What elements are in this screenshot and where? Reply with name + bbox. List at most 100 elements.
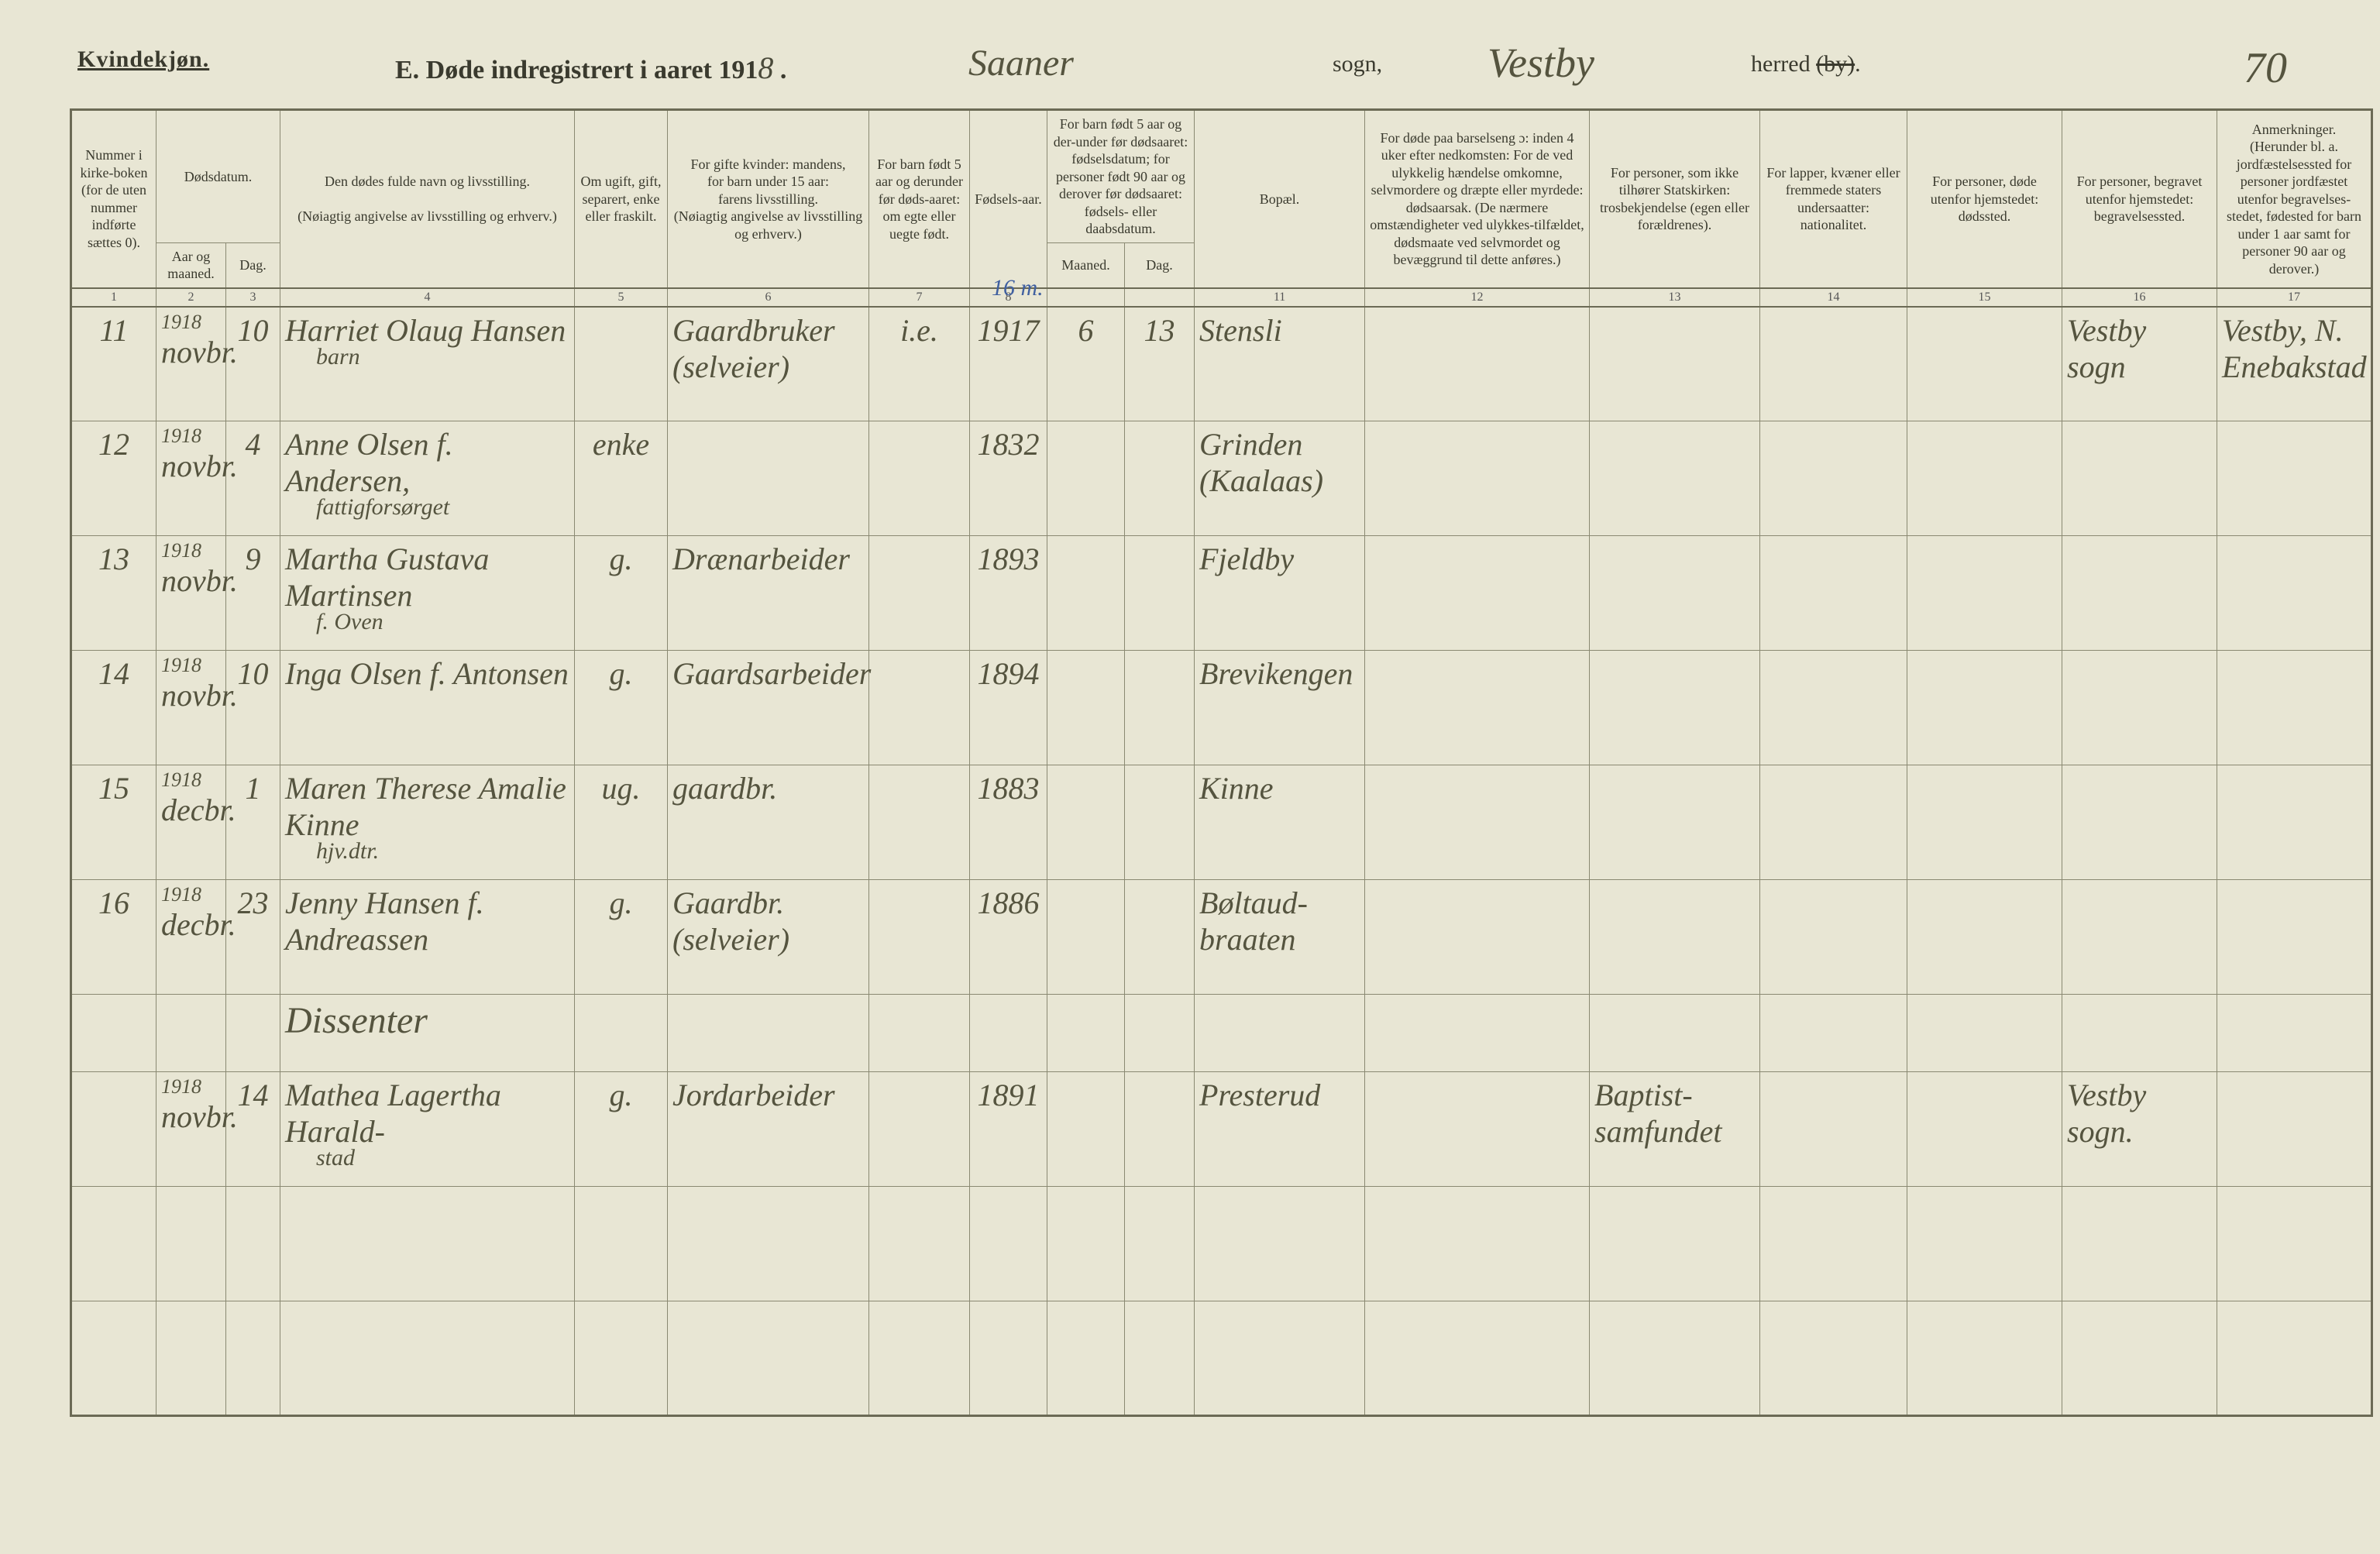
col-7-head: For barn født 5 aar og derunder før døds… — [869, 110, 970, 288]
cell: Gaardsarbeider — [668, 651, 869, 765]
column-blue-note: 16 m. — [992, 275, 1044, 301]
section-label: Dissenter — [280, 995, 575, 1072]
cell — [2217, 651, 2372, 765]
cell — [1907, 307, 2062, 421]
cell — [156, 1301, 226, 1416]
cell: 11 — [71, 307, 156, 421]
cell: 15 — [71, 765, 156, 880]
cell: 12 — [71, 421, 156, 536]
cell: Grinden (Kaalaas) — [1195, 421, 1365, 536]
cell: 1917 — [970, 307, 1047, 421]
cell — [869, 1072, 970, 1187]
cell: Vestby sogn. — [2062, 1072, 2217, 1187]
column-number: 4 — [280, 288, 575, 307]
cell — [869, 765, 970, 880]
cell: Fjeldby — [1195, 536, 1365, 651]
gender-heading: Kvindekjøn. — [77, 46, 209, 73]
cell: Vestby sogn — [2062, 307, 2217, 421]
cell — [1760, 536, 1907, 651]
col-4b: (Nøiagtig angivelse av livsstilling og e… — [298, 208, 557, 224]
table-row: 121918novbr.4Anne Olsen f. Andersen,fatt… — [71, 421, 2372, 536]
herred-value: Vestby — [1488, 39, 1594, 87]
col-2b: Dag. — [226, 242, 280, 288]
cell — [1047, 880, 1125, 995]
cell: 1893 — [970, 536, 1047, 651]
cell — [2062, 880, 2217, 995]
column-number: 2 — [156, 288, 226, 307]
cell — [1907, 1301, 2062, 1416]
cell — [2062, 765, 2217, 880]
cell — [71, 1072, 156, 1187]
col-9-top: For barn født 5 aar og der-under før død… — [1047, 110, 1195, 243]
cell: Jenny Hansen f. Andreassen — [280, 880, 575, 995]
cell — [2062, 995, 2217, 1072]
cell — [1365, 421, 1590, 536]
cell — [869, 651, 970, 765]
cell — [1907, 995, 2062, 1072]
table-head: Nummer i kirke-boken (for de uten nummer… — [71, 110, 2372, 288]
col-17-head: Anmerkninger. (Herunder bl. a. jordfæste… — [2217, 110, 2372, 288]
table-row: 141918novbr.10Inga Olsen f. Antonseng.Ga… — [71, 651, 2372, 765]
cell — [668, 421, 869, 536]
col-16-head: For personer, begravet utenfor hjemstede… — [2062, 110, 2217, 288]
cell — [1590, 421, 1760, 536]
cell — [1590, 1187, 1760, 1301]
cell: 1918novbr. — [156, 536, 226, 651]
col-2a: Aar og maaned. — [156, 242, 226, 288]
page-header: Kvindekjøn. E. Døde indregistrert i aare… — [70, 46, 2310, 101]
cell: 1918novbr. — [156, 421, 226, 536]
cell: 16 — [71, 880, 156, 995]
cell — [1590, 307, 1760, 421]
cell: Brevikengen — [1195, 651, 1365, 765]
cell — [1047, 1072, 1125, 1187]
death-register-table: Nummer i kirke-boken (for de uten nummer… — [70, 108, 2373, 1417]
cell — [71, 995, 156, 1072]
cell — [869, 880, 970, 995]
cell — [1760, 1301, 1907, 1416]
cell — [1365, 880, 1590, 995]
column-number: 7 — [869, 288, 970, 307]
cell — [1760, 995, 1907, 1072]
cell — [668, 1301, 869, 1416]
cell — [226, 995, 280, 1072]
cell — [1760, 1072, 1907, 1187]
col-5-head: Om ugift, gift, separert, enke eller fra… — [575, 110, 668, 288]
column-number: 13 — [1590, 288, 1760, 307]
cell: 1891 — [970, 1072, 1047, 1187]
cell — [869, 1187, 970, 1301]
cell: 1918novbr. — [156, 1072, 226, 1187]
cell — [1125, 880, 1195, 995]
cell: Jordarbeider — [668, 1072, 869, 1187]
cell — [1760, 765, 1907, 880]
cell: ug. — [575, 765, 668, 880]
cell: Martha Gustava Martinsenf. Oven — [280, 536, 575, 651]
cell — [280, 1301, 575, 1416]
cell: Bøltaud-braaten — [1195, 880, 1365, 995]
herred-label-pre: herred — [1751, 51, 1816, 77]
column-number: 1 — [71, 288, 156, 307]
col-6b: for barn under 15 aar: — [707, 174, 829, 189]
cell — [1125, 536, 1195, 651]
cell: Drænarbeider — [668, 536, 869, 651]
cell: 1918novbr. — [156, 307, 226, 421]
page-title: E. Døde indregistrert i aaret 1918 . — [395, 50, 786, 86]
cell: Stensli — [1195, 307, 1365, 421]
column-number: 11 — [1195, 288, 1365, 307]
col-12-head: For døde paa barselseng ɔ: inden 4 uker … — [1365, 110, 1590, 288]
col-9a: Maaned. — [1047, 242, 1125, 288]
cell: Gaardbr. (selveier) — [668, 880, 869, 995]
col-4-head: Den dødes fulde navn og livsstilling. (N… — [280, 110, 575, 288]
title-prefix: E. Døde indregistrert i aaret 191 — [395, 56, 758, 84]
cell: Mathea Lagertha Harald-stad — [280, 1072, 575, 1187]
cell — [2217, 995, 2372, 1072]
cell — [1365, 1187, 1590, 1301]
cell — [970, 995, 1047, 1072]
cell: 13 — [71, 536, 156, 651]
herred-label-post: . — [1855, 51, 1861, 77]
column-number — [1125, 288, 1195, 307]
cell: 1918novbr. — [156, 651, 226, 765]
cell — [1125, 765, 1195, 880]
cell — [1907, 536, 2062, 651]
cell — [1365, 765, 1590, 880]
cell — [71, 1301, 156, 1416]
